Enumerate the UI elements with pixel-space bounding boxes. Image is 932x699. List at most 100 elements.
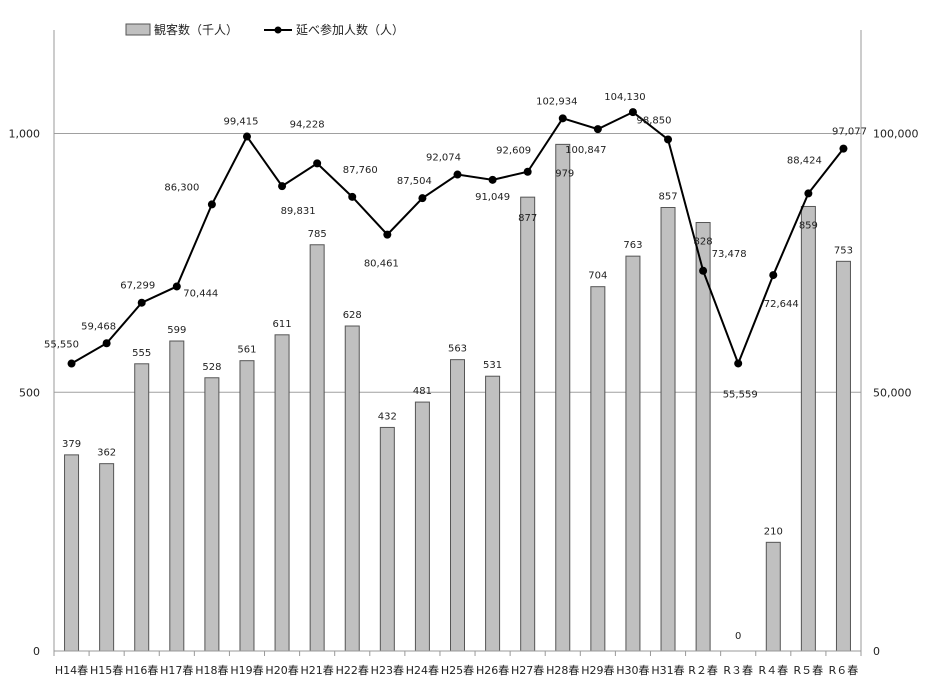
- x-tick-label: H29春: [581, 664, 614, 677]
- bar-value-label: 563: [448, 344, 467, 355]
- line-point: [207, 200, 216, 209]
- x-tick-label: H15春: [90, 664, 123, 677]
- bar-value-label: 528: [202, 362, 221, 373]
- line-value-label: 102,934: [536, 96, 577, 107]
- line-point: [102, 339, 111, 348]
- legend-line-marker: [274, 26, 282, 34]
- bar-value-label: 785: [308, 229, 327, 240]
- bar-value-label: 210: [764, 526, 783, 537]
- bar-value-label: 0: [735, 631, 741, 642]
- x-tick-label: R３春: [723, 664, 753, 677]
- line-value-label: 80,461: [364, 259, 399, 270]
- bar: [344, 325, 360, 652]
- line-point: [348, 192, 357, 201]
- bar: [625, 255, 641, 652]
- x-tick-label: H20春: [265, 664, 298, 677]
- legend-bar-swatch: [125, 23, 151, 36]
- bar-value-label: 704: [588, 271, 607, 282]
- x-tick-label: H24春: [406, 664, 439, 677]
- bar: [695, 222, 711, 652]
- bar: [379, 426, 395, 652]
- line-value-label: 100,847: [565, 145, 606, 156]
- bar: [590, 286, 606, 652]
- x-tick-label: H23春: [371, 664, 404, 677]
- bar: [169, 340, 185, 652]
- bar: [835, 260, 851, 652]
- bar-value-label: 599: [167, 325, 186, 336]
- bar-value-label: 611: [273, 319, 292, 330]
- line-value-label: 89,831: [281, 206, 316, 217]
- line-point: [172, 282, 181, 291]
- bar-value-label: 979: [555, 168, 574, 179]
- line-value-label: 55,559: [723, 389, 758, 400]
- bar-value-label: 561: [237, 345, 256, 356]
- y-right-tick-label: 0: [873, 645, 880, 658]
- bar-value-label: 379: [62, 439, 81, 450]
- line-point: [839, 144, 848, 153]
- line-value-label: 91,049: [475, 192, 510, 203]
- line-value-label: 87,760: [343, 165, 378, 176]
- bar: [450, 359, 465, 652]
- legend-line-label: 延べ参加人数（人）: [296, 22, 404, 37]
- x-tick-label: H31春: [651, 664, 684, 677]
- line-point: [278, 182, 287, 191]
- line-value-label: 59,468: [81, 321, 116, 332]
- line-point: [67, 359, 76, 368]
- bar: [134, 363, 150, 652]
- line-value-label: 87,504: [397, 176, 432, 187]
- bar: [239, 360, 255, 652]
- line-point: [734, 359, 743, 368]
- line-value-label: 86,300: [164, 182, 199, 193]
- x-tick-label: R５春: [794, 664, 824, 677]
- bar: [64, 454, 80, 652]
- line-point: [137, 298, 146, 307]
- x-tick-label: R６春: [829, 664, 859, 677]
- legend: 観客数（千人） 延べ参加人数（人）: [125, 22, 404, 37]
- x-tick-label: R２春: [688, 664, 718, 677]
- bar-value-label: 763: [623, 240, 642, 251]
- line-value-label: 98,850: [637, 115, 672, 126]
- line-value-label: 92,609: [496, 146, 531, 157]
- line-series: [67, 108, 848, 368]
- line-value-label: 99,415: [223, 117, 258, 128]
- line-point: [488, 175, 497, 184]
- y-right-tick-label: 100,000: [873, 128, 919, 141]
- x-tick-label: H14春: [55, 664, 88, 677]
- line-value-label: 94,228: [290, 119, 325, 130]
- line-point: [699, 266, 708, 275]
- x-tick-label: H19春: [230, 664, 263, 677]
- line-point: [593, 125, 602, 134]
- bar-value-label: 628: [343, 310, 362, 321]
- line-path: [71, 110, 845, 367]
- line-value-label: 104,130: [604, 92, 645, 103]
- x-tick-label: H18春: [195, 664, 228, 677]
- x-tick-label: H30春: [616, 664, 649, 677]
- line-value-label: 67,299: [120, 281, 155, 292]
- bar-value-label: 432: [378, 411, 397, 422]
- x-tick-label: H21春: [301, 664, 334, 677]
- line-value-label: 92,074: [426, 153, 461, 164]
- line-point: [558, 114, 567, 123]
- line-point: [453, 170, 462, 179]
- bar-value-label: 481: [413, 386, 432, 397]
- line-point: [242, 132, 251, 141]
- bar-value-label: 859: [799, 220, 818, 231]
- bar: [485, 375, 501, 652]
- x-tick-label: H16春: [125, 664, 158, 677]
- line-value-label: 72,644: [764, 299, 799, 310]
- y-left-tick-label: 1,000: [9, 128, 41, 141]
- bar: [555, 143, 571, 652]
- y-left-tick-label: 500: [19, 386, 40, 399]
- bar: [520, 196, 536, 652]
- line-value-label: 73,478: [712, 249, 747, 260]
- line-point: [769, 271, 778, 280]
- bar: [765, 541, 781, 652]
- bar: [660, 207, 676, 652]
- bar: [99, 463, 115, 652]
- y-left-tick-label: 0: [33, 645, 40, 658]
- line-point: [628, 108, 637, 117]
- y-right-tick-label: 50,000: [873, 386, 912, 399]
